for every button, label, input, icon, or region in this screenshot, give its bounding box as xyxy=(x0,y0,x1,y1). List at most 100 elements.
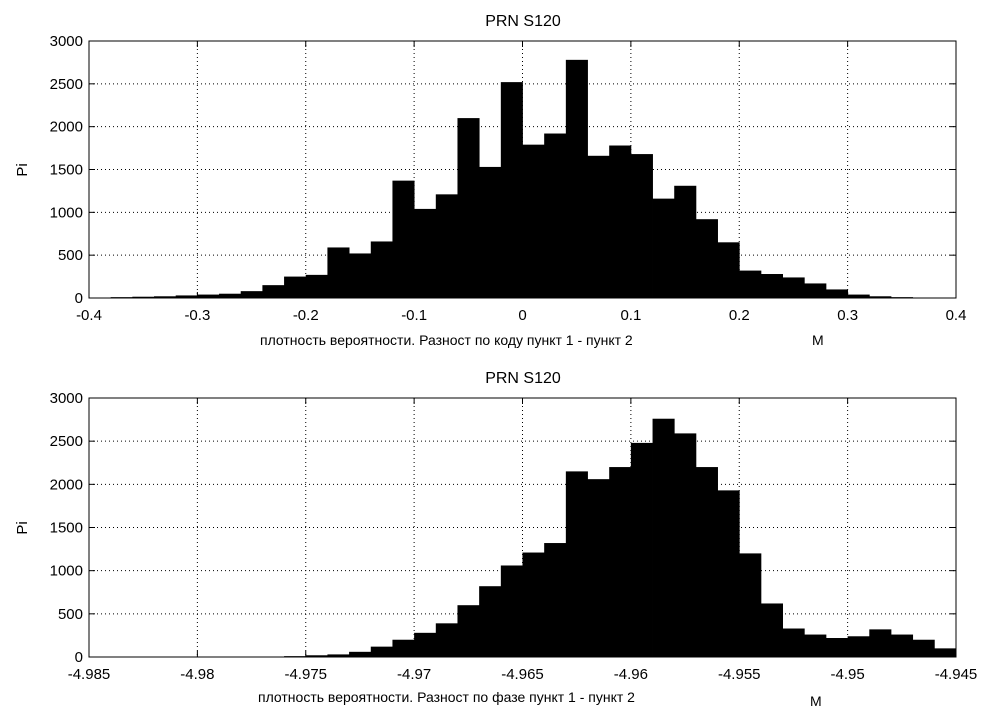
histogram-bar xyxy=(847,294,870,298)
histogram-bar xyxy=(782,277,805,298)
chart-title: PRN S120 xyxy=(485,13,561,30)
histogram-bar xyxy=(544,133,567,298)
x-tick-label: -4.965 xyxy=(501,666,544,683)
histogram-bar xyxy=(565,59,588,299)
phase-difference-histogram: PRN S120 -4.985 -4.98 -4.975 -4.97 -4.965 -4.… xyxy=(14,370,977,709)
histogram-bars xyxy=(110,59,935,299)
histogram-bar xyxy=(457,118,480,298)
x-tick-label: -0.4 xyxy=(76,307,102,324)
x-tick-label: 0.2 xyxy=(729,307,750,324)
x-tick-label: -0.1 xyxy=(401,307,427,324)
y-tick-label: 2000 xyxy=(50,476,83,493)
x-axis-label: плотность вероятности. Разност по коду п… xyxy=(260,332,633,348)
histogram-bar xyxy=(392,180,415,298)
y-tick-label: 500 xyxy=(58,247,83,264)
histogram-bar xyxy=(414,208,437,298)
histogram-bar xyxy=(825,638,849,657)
histogram-bar xyxy=(327,247,350,298)
histogram-bar xyxy=(912,639,935,657)
histogram-bar xyxy=(609,145,632,298)
x-tick-label: -4.945 xyxy=(935,666,978,683)
x-axis-label: плотность вероятности. Разност по фазе п… xyxy=(258,689,635,705)
x-tick-label: 0.3 xyxy=(837,307,858,324)
x-axis-unit: M xyxy=(810,693,822,709)
chart-title: PRN S120 xyxy=(485,370,561,387)
histogram-bar xyxy=(890,634,914,657)
y-axis-label: Pi xyxy=(14,163,31,176)
x-tick-label: -0.2 xyxy=(293,307,319,324)
histogram-bar xyxy=(782,628,805,657)
histogram-bar xyxy=(739,270,762,298)
histogram-bar xyxy=(457,605,480,657)
histogram-bar xyxy=(175,295,198,298)
x-tick-label: -4.975 xyxy=(284,666,327,683)
histogram-bar xyxy=(392,639,415,657)
histogram-bar xyxy=(262,285,285,298)
y-tick-label: 2500 xyxy=(50,76,83,93)
histogram-bar xyxy=(500,565,523,657)
histogram-bar xyxy=(240,291,263,298)
histogram-bar xyxy=(544,543,567,657)
histogram-bar xyxy=(370,241,393,298)
histogram-bar xyxy=(695,219,718,298)
histogram-bar xyxy=(847,636,870,657)
histogram-bar xyxy=(804,634,827,657)
x-tick-label: -4.97 xyxy=(397,666,431,683)
histogram-bar xyxy=(565,471,588,657)
histogram-bar xyxy=(674,185,697,298)
histogram-bar xyxy=(327,654,350,657)
x-tick-label: -4.95 xyxy=(831,666,865,683)
y-tick-label: 2000 xyxy=(50,119,83,136)
histogram-bar xyxy=(695,467,718,657)
histogram-bars xyxy=(284,418,957,657)
y-tick-label: 1000 xyxy=(50,563,83,580)
histogram-bar xyxy=(435,194,458,298)
y-tick-label: 1500 xyxy=(50,520,83,537)
y-tick-label: 1500 xyxy=(50,162,83,179)
y-axis-label: Pi xyxy=(14,521,31,534)
histogram-bar xyxy=(522,552,545,657)
histogram-bar xyxy=(630,154,653,298)
histogram-bar xyxy=(219,293,242,298)
histogram-bar xyxy=(479,166,502,298)
histogram-bar xyxy=(869,629,892,657)
x-tick-label: -4.985 xyxy=(68,666,111,683)
y-tick-label: 3000 xyxy=(50,33,83,50)
histogram-bar xyxy=(760,274,783,298)
histogram-bar xyxy=(305,274,328,298)
histogram-bar xyxy=(479,586,502,657)
histogram-bar xyxy=(739,553,762,657)
y-tick-label: 3000 xyxy=(50,390,83,407)
histogram-bar xyxy=(674,433,697,657)
histogram-bar xyxy=(587,155,610,298)
y-tick-label: 0 xyxy=(75,290,83,307)
histogram-bar xyxy=(414,632,437,657)
y-tick-label: 2500 xyxy=(50,433,83,450)
y-tick-label: 0 xyxy=(75,649,83,666)
x-tick-label: -4.98 xyxy=(180,666,214,683)
histogram-bar xyxy=(349,651,372,657)
histogram-bar xyxy=(869,296,892,298)
code-difference-histogram: PRN S120 -0.4 -0.3 -0.2 -0.1 0 0.1 0.2 0.3 0.4 0 5… xyxy=(14,13,966,348)
histogram-bar xyxy=(652,418,675,657)
histogram-bar xyxy=(284,276,307,298)
histogram-bar xyxy=(435,623,458,657)
histogram-bar xyxy=(609,467,632,657)
histogram-bar xyxy=(630,442,653,657)
histogram-bar xyxy=(717,242,740,298)
x-tick-label: 0.4 xyxy=(946,307,967,324)
histogram-bar xyxy=(154,296,177,298)
x-tick-label: -4.96 xyxy=(614,666,648,683)
y-tick-label: 500 xyxy=(58,606,83,623)
histogram-bar xyxy=(825,289,849,298)
histogram-bar xyxy=(349,253,372,298)
x-tick-label: 0.1 xyxy=(620,307,641,324)
x-tick-label: 0 xyxy=(518,307,526,324)
x-axis-unit: M xyxy=(812,332,824,348)
histogram-bar xyxy=(522,144,545,298)
histogram-bar xyxy=(804,283,827,298)
histogram-bar xyxy=(934,648,957,657)
histogram-bar xyxy=(760,603,783,657)
histogram-bar xyxy=(500,82,523,299)
